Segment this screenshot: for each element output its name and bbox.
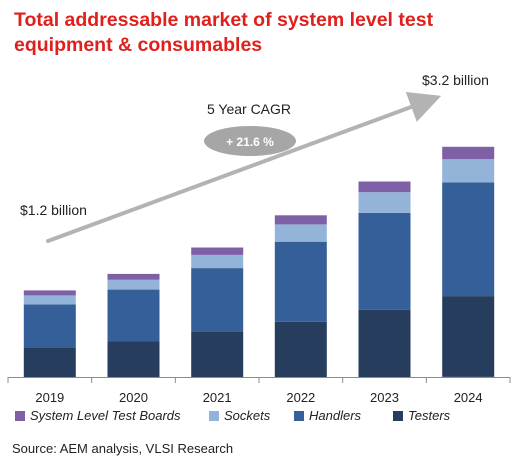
legend-label: Handlers bbox=[309, 408, 362, 423]
bar-segment-system-level-test-boards-2024 bbox=[442, 146, 495, 160]
legend-swatch bbox=[393, 410, 403, 421]
bar-segment-handlers-2021 bbox=[191, 268, 244, 332]
x-tick-label-2023: 2023 bbox=[370, 390, 399, 405]
bar-segment-handlers-2023 bbox=[358, 212, 411, 310]
x-tick-label-2022: 2022 bbox=[286, 390, 315, 405]
cagr-value: + 21.6 % bbox=[226, 135, 274, 149]
start-value-label: $1.2 billion bbox=[20, 202, 87, 218]
chart-title: Total addressable market of system level… bbox=[14, 8, 504, 58]
legend-swatch bbox=[209, 410, 219, 421]
legend-label: Testers bbox=[408, 408, 451, 423]
chart-title-line-1: Total addressable market of system level… bbox=[14, 9, 434, 31]
source-note: Source: AEM analysis, VLSI Research bbox=[12, 441, 234, 456]
legend-item-sockets: Sockets bbox=[209, 408, 270, 423]
bar-segment-sockets-2019 bbox=[23, 295, 76, 305]
x-tick-label-2019: 2019 bbox=[35, 390, 64, 405]
bar-segment-testers-2022 bbox=[274, 321, 327, 377]
legend-item-system-level-test-boards: System Level Test Boards bbox=[15, 408, 181, 423]
bar-segment-system-level-test-boards-2023 bbox=[358, 181, 411, 193]
legend: System Level Test Boards Sockets Handler… bbox=[12, 408, 512, 428]
end-value-label: $3.2 billion bbox=[422, 72, 489, 88]
cagr-badge bbox=[204, 126, 296, 156]
legend-swatch bbox=[294, 410, 304, 421]
x-axis-labels: 2019 2020 2021 2022 2023 2024 bbox=[35, 390, 482, 405]
x-axis-ticks bbox=[7, 377, 511, 383]
bar-segment-sockets-2021 bbox=[191, 254, 244, 269]
x-tick-label-2024: 2024 bbox=[454, 390, 483, 405]
bar-segment-sockets-2023 bbox=[358, 192, 411, 213]
legend-swatch bbox=[15, 410, 25, 421]
bar-segment-system-level-test-boards-2021 bbox=[191, 247, 244, 255]
bar-segment-testers-2020 bbox=[107, 341, 160, 377]
bars-group bbox=[23, 146, 495, 377]
bar-segment-system-level-test-boards-2020 bbox=[107, 273, 160, 280]
legend-label: System Level Test Boards bbox=[30, 408, 181, 423]
legend-item-handlers: Handlers bbox=[294, 408, 361, 423]
bar-segment-testers-2023 bbox=[358, 309, 411, 377]
bar-segment-handlers-2020 bbox=[107, 289, 160, 342]
bar-segment-testers-2024 bbox=[442, 296, 495, 377]
bar-segment-sockets-2022 bbox=[274, 224, 327, 242]
cagr-label: 5 Year CAGR bbox=[207, 101, 291, 117]
bar-segment-handlers-2022 bbox=[274, 241, 327, 322]
legend-label: Sockets bbox=[224, 408, 271, 423]
chart-title-line-2: equipment & consumables bbox=[14, 34, 263, 56]
bar-segment-handlers-2024 bbox=[442, 182, 495, 297]
x-tick-label-2020: 2020 bbox=[119, 390, 148, 405]
x-tick-label-2021: 2021 bbox=[203, 390, 232, 405]
bar-segment-testers-2021 bbox=[191, 331, 244, 377]
bar-segment-system-level-test-boards-2019 bbox=[23, 290, 76, 296]
growth-arrow bbox=[46, 91, 442, 243]
bar-segment-handlers-2019 bbox=[23, 304, 76, 348]
bar-segment-sockets-2024 bbox=[442, 159, 495, 183]
bar-segment-sockets-2020 bbox=[107, 279, 160, 290]
legend-item-testers: Testers bbox=[393, 408, 450, 423]
bar-segment-testers-2019 bbox=[23, 347, 76, 377]
bar-segment-system-level-test-boards-2022 bbox=[274, 215, 327, 225]
